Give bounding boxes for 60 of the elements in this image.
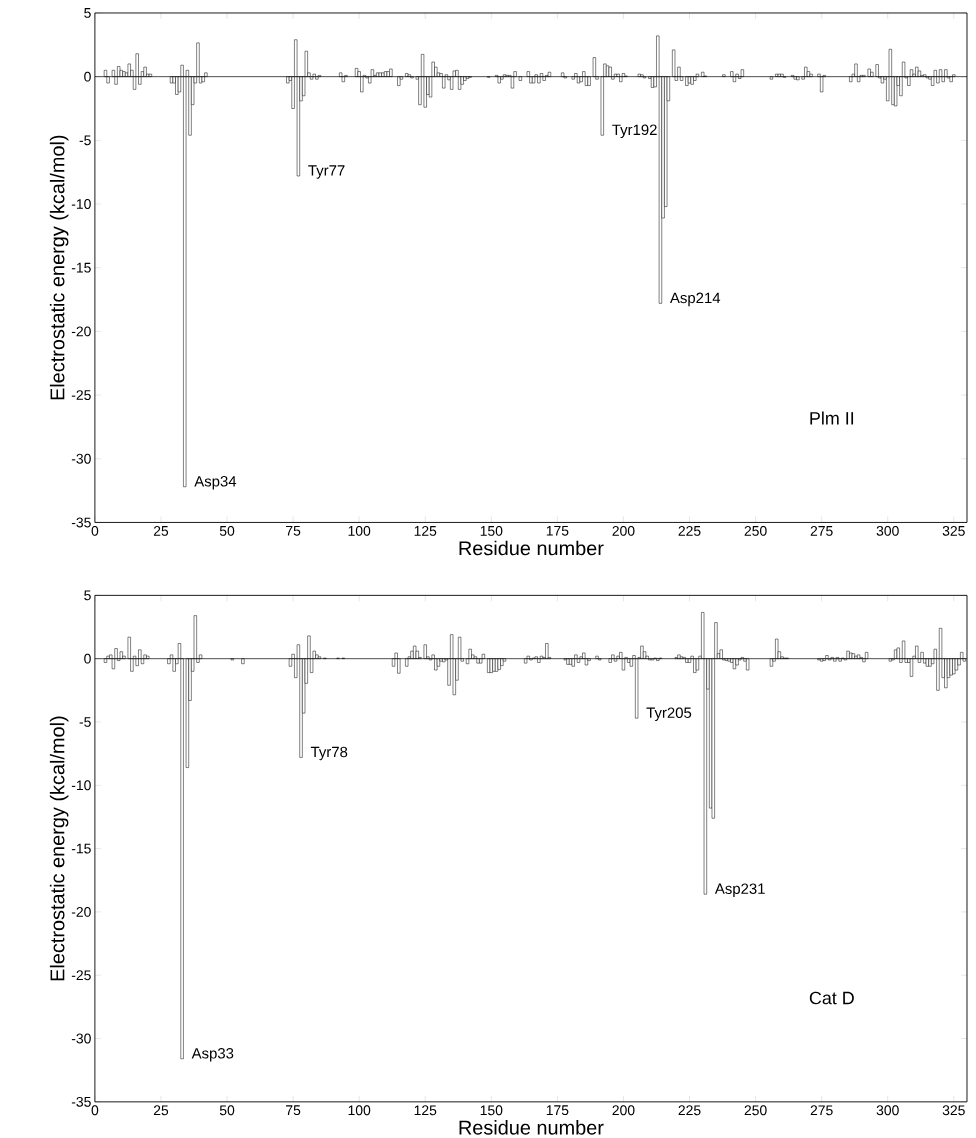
x-tick-label: 300 — [876, 1105, 899, 1116]
x-tick-label: 175 — [546, 525, 569, 536]
x-tick-label: 50 — [219, 1105, 235, 1116]
annotation: Asp231 — [714, 883, 765, 897]
y-tick-label: -30 — [71, 453, 91, 464]
y-tick-label: -20 — [71, 906, 91, 917]
x-tick-label: 175 — [546, 1105, 569, 1116]
y-tick-label: -10 — [71, 199, 91, 209]
x-tick-label: 250 — [744, 1105, 767, 1116]
y-axis-title: Electrostatic energy (kcal/mol) — [49, 716, 69, 981]
x-tick-label: 50 — [219, 525, 235, 536]
x-axis-title: Residue number — [459, 1120, 604, 1135]
x-tick-label: 325 — [942, 1105, 965, 1116]
x-tick-label: 250 — [744, 525, 767, 536]
y-tick-label: -35 — [71, 517, 91, 528]
x-tick-label: 225 — [678, 1105, 701, 1116]
y-tick-label: -25 — [71, 970, 91, 981]
y-tick-label: -35 — [71, 1096, 91, 1107]
y-tick-label: 5 — [84, 590, 91, 601]
y-tick-label: 5 — [84, 8, 91, 18]
annotation: Cat D — [809, 991, 854, 1005]
x-tick-label: 225 — [678, 525, 701, 536]
x-tick-label: 275 — [810, 1105, 833, 1116]
y-tick-label: -25 — [71, 390, 91, 401]
x-tick-label: 0 — [91, 525, 99, 536]
y-tick-label: -15 — [71, 262, 91, 273]
x-tick-label: 300 — [876, 525, 899, 536]
x-tick-label: 0 — [91, 1105, 99, 1116]
annotation: Asp33 — [191, 1048, 234, 1062]
y-tick-label: -10 — [71, 780, 91, 791]
x-tick-label: 200 — [612, 1105, 635, 1116]
annotation: Tyr78 — [310, 746, 348, 761]
x-tick-label: 150 — [480, 1105, 503, 1116]
y-tick-label: -5 — [79, 135, 91, 146]
x-tick-label: 25 — [153, 1105, 169, 1116]
x-tick-label: 125 — [414, 1105, 437, 1116]
x-tick-label: 125 — [414, 525, 437, 536]
x-tick-label: 200 — [612, 525, 635, 536]
annotation: Tyr205 — [646, 707, 692, 721]
y-axis-title: Electrostatic energy (kcal/mol) — [49, 135, 69, 400]
x-tick-label: 25 — [153, 525, 169, 536]
x-tick-label: 325 — [942, 525, 965, 536]
annotation: Asp34 — [194, 476, 237, 490]
x-tick-label: 150 — [480, 525, 503, 536]
annotation: Asp214 — [670, 292, 721, 307]
y-tick-label: -30 — [71, 1033, 91, 1044]
y-tick-label: 0 — [84, 71, 91, 82]
x-tick-label: 100 — [348, 1105, 371, 1116]
y-tick-label: -5 — [79, 717, 91, 727]
x-tick-label: 275 — [810, 525, 833, 536]
x-tick-label: 75 — [286, 525, 301, 536]
annotation: Tyr77 — [308, 165, 345, 179]
x-tick-label: 100 — [348, 525, 371, 536]
x-axis-title: Residue number — [459, 540, 604, 556]
y-tick-label: 0 — [84, 653, 91, 664]
y-tick-label: -20 — [71, 326, 91, 337]
annotation: Tyr192 — [612, 124, 657, 138]
y-tick-label: -15 — [71, 843, 91, 854]
x-tick-label: 75 — [286, 1105, 301, 1116]
annotation: Plm II — [810, 411, 854, 425]
